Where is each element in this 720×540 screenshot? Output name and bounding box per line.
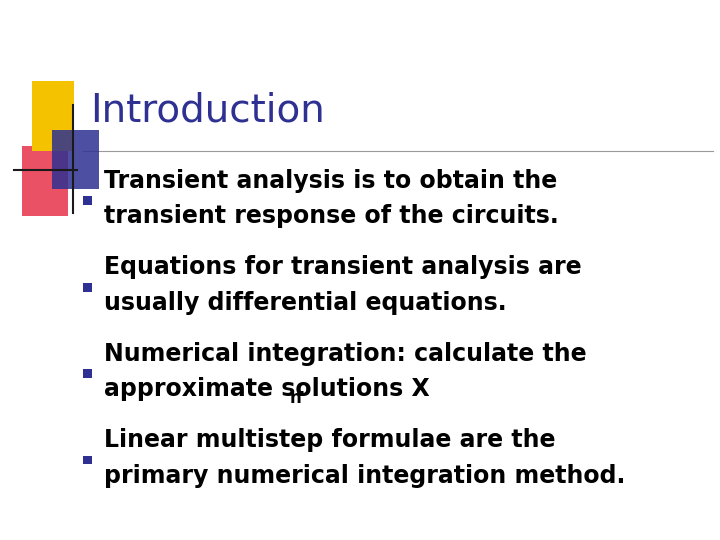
- Text: Transient analysis is to obtain the: Transient analysis is to obtain the: [104, 169, 558, 193]
- Bar: [83, 456, 92, 464]
- Text: Numerical integration: calculate the: Numerical integration: calculate the: [104, 342, 587, 366]
- Bar: [83, 197, 92, 205]
- Text: transient response of the circuits.: transient response of the circuits.: [104, 205, 559, 228]
- Bar: [83, 283, 92, 292]
- Text: Equations for transient analysis are: Equations for transient analysis are: [104, 255, 582, 279]
- Text: .: .: [297, 377, 305, 401]
- Text: approximate solutions X: approximate solutions X: [104, 377, 430, 401]
- Text: n: n: [290, 389, 302, 407]
- Bar: [83, 369, 92, 378]
- Bar: [52, 130, 99, 189]
- Text: Linear multistep formulae are the: Linear multistep formulae are the: [104, 428, 556, 452]
- Text: Introduction: Introduction: [90, 92, 325, 130]
- Text: primary numerical integration method.: primary numerical integration method.: [104, 464, 626, 488]
- Bar: [32, 81, 74, 151]
- Bar: [22, 146, 68, 216]
- Text: usually differential equations.: usually differential equations.: [104, 291, 507, 315]
